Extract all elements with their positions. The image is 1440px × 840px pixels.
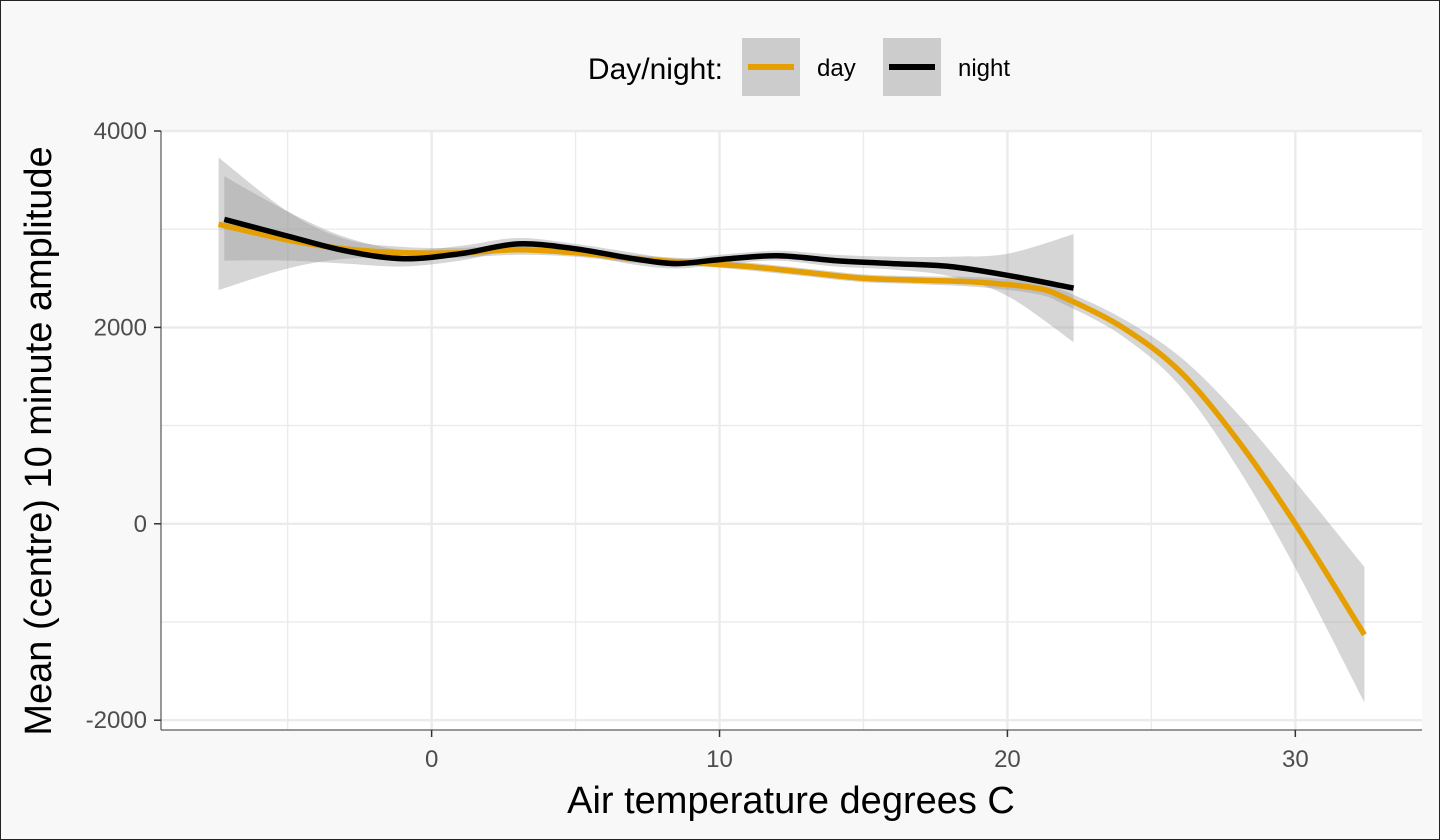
legend-title: Day/night: [588, 53, 723, 86]
x-axis-title: Air temperature degrees C [567, 780, 1015, 822]
legend-label-night: night [958, 55, 1010, 82]
x-tick-label: 0 [425, 746, 438, 773]
x-tick-label: 10 [706, 746, 733, 773]
y-tick-label: 0 [134, 511, 147, 538]
legend: Day/night: day night [588, 38, 1010, 96]
line-day [217, 221, 1367, 637]
x-tick-label: 20 [994, 746, 1021, 773]
plot-panel [161, 131, 1422, 730]
grid-lines [161, 129, 1422, 730]
line-night [223, 216, 1075, 291]
y-axis-title: Mean (centre) 10 minute amplitude [18, 146, 60, 735]
legend-label-day: day [817, 55, 856, 82]
axes: 0 10 20 30 -2000 0 2000 4000 [86, 118, 1422, 773]
x-tick-label: 30 [1282, 746, 1309, 773]
y-tick-label: 4000 [94, 118, 147, 145]
y-tick-label: -2000 [86, 707, 147, 734]
y-tick-label: 2000 [94, 314, 147, 341]
series-lines [217, 216, 1367, 637]
